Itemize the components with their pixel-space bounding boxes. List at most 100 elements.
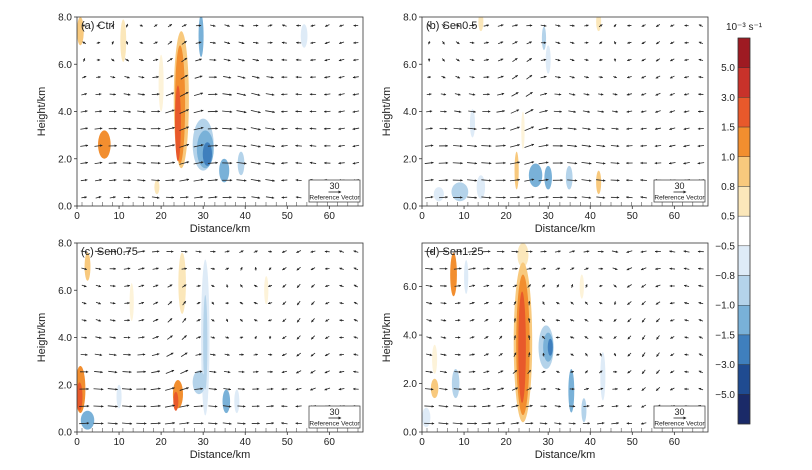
wind-arrowhead — [241, 41, 245, 45]
y-tick-label: 0.0 — [403, 428, 417, 439]
wind-arrowhead — [295, 161, 298, 165]
colorbar-level-label: −0.5 — [715, 241, 735, 252]
wind-arrowhead — [459, 387, 462, 391]
wind-arrowhead — [215, 144, 218, 147]
wind-arrowhead — [339, 284, 343, 288]
wind-arrowhead — [656, 41, 659, 45]
wind-arrowhead — [642, 371, 645, 374]
wind-arrowhead — [270, 41, 273, 45]
wind-arrowhead — [295, 75, 299, 79]
wind-arrowhead — [615, 404, 619, 408]
wind-arrowhead — [199, 370, 203, 373]
wind-arrowhead — [444, 370, 447, 374]
wind-arrowhead — [598, 319, 602, 322]
wind-arrowhead — [324, 76, 327, 79]
wind-arrowhead — [242, 76, 246, 79]
wind-arrowhead — [85, 370, 89, 374]
wind-arrowhead — [471, 58, 475, 62]
wind-arrowhead — [442, 24, 446, 27]
wind-arrowhead — [641, 93, 644, 96]
wind-arrowhead — [472, 301, 475, 305]
wind-arrowhead — [272, 110, 275, 114]
x-tick-label: 0 — [419, 437, 425, 448]
wind-arrowhead — [655, 58, 659, 62]
wind-arrowhead — [197, 319, 201, 322]
wind-arrowhead — [640, 144, 643, 148]
wind-arrowhead — [560, 144, 563, 148]
wind-arrowhead — [201, 178, 204, 181]
wind-arrowhead — [295, 93, 298, 96]
wind-arrowhead — [170, 267, 173, 270]
wind-arrowhead — [311, 336, 314, 340]
wind-arrowhead — [670, 370, 673, 374]
wind-arrowhead — [557, 58, 561, 62]
wind-arrowhead — [456, 41, 460, 44]
wind-arrowhead — [83, 75, 87, 79]
wind-arrowhead — [517, 126, 520, 129]
wind-arrowhead — [200, 144, 204, 147]
wind-arrowhead — [487, 93, 490, 96]
wind-arrowhead — [473, 267, 476, 270]
wind-arrowhead — [654, 127, 658, 131]
wind-arrowhead — [353, 284, 357, 288]
wind-arrowhead — [215, 178, 218, 182]
wind-arrowhead — [271, 76, 274, 79]
shaded-region — [203, 294, 208, 390]
wind-arrowhead — [186, 143, 190, 147]
wind-arrowhead — [474, 127, 477, 131]
wind-arrowhead — [243, 110, 247, 114]
wind-arrowhead — [212, 336, 215, 339]
wind-arrowhead — [282, 302, 286, 305]
wind-arrowhead — [529, 267, 532, 270]
wind-arrowhead — [527, 300, 531, 304]
wind-arrowhead — [157, 92, 160, 96]
reference-vector-label: Reference Vector — [309, 195, 360, 202]
wind-arrowhead — [128, 250, 131, 253]
wind-arrowhead — [616, 144, 620, 148]
wind-vectors — [79, 250, 360, 425]
wind-arrowhead — [243, 145, 247, 148]
reference-vector-box — [308, 179, 361, 203]
wind-arrowhead — [338, 58, 342, 62]
wind-arrowhead — [641, 388, 645, 391]
wind-arrowhead — [472, 93, 476, 96]
colorbar-level-label: 5.0 — [721, 63, 735, 74]
wind-arrowhead — [295, 110, 298, 113]
shaded-region — [600, 352, 606, 401]
wind-arrowhead — [269, 353, 273, 356]
wind-arrowhead — [129, 387, 133, 391]
wind-arrowhead — [531, 161, 535, 164]
wind-arrowhead — [281, 110, 284, 113]
wind-arrowhead — [353, 319, 357, 322]
wind-arrowhead — [531, 178, 535, 181]
wind-arrowhead — [627, 302, 630, 305]
y-tick-label: 0.0 — [58, 202, 72, 213]
y-tick-label: 6.0 — [58, 60, 72, 71]
wind-arrowhead — [186, 404, 190, 407]
wind-arrowhead — [158, 387, 161, 390]
y-tick-label: 2.0 — [403, 379, 417, 390]
reference-vector-value: 30 — [674, 407, 684, 417]
wind-arrowhead — [487, 267, 490, 270]
wind-arrowhead — [141, 284, 145, 287]
wind-arrowhead — [100, 370, 103, 374]
wind-arrowhead — [111, 41, 115, 45]
wind-arrowhead — [670, 387, 673, 391]
wind-arrowhead — [616, 127, 619, 131]
wind-arrowhead — [445, 178, 449, 182]
wind-arrowhead — [513, 335, 517, 338]
wind-arrowhead — [626, 144, 629, 148]
wind-arrowhead — [96, 41, 100, 44]
wind-arrowhead — [227, 370, 231, 374]
shaded-region — [432, 344, 438, 374]
wind-arrowhead — [669, 267, 672, 270]
wind-arrowhead — [143, 144, 146, 148]
wind-arrowhead — [325, 284, 328, 288]
wind-arrowhead — [309, 110, 313, 113]
wind-arrowhead — [627, 370, 631, 374]
wind-arrowhead — [269, 24, 273, 27]
wind-arrowhead — [156, 196, 160, 199]
wind-arrowhead — [500, 58, 504, 61]
wind-arrowhead — [613, 58, 617, 62]
wind-arrowhead — [258, 110, 261, 114]
